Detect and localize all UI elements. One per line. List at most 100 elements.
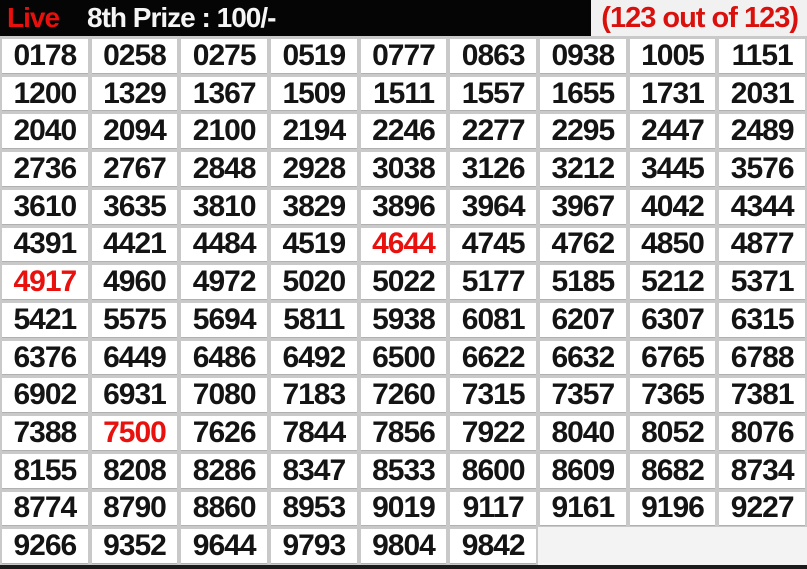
prize-number-cell: 2447 xyxy=(629,114,716,149)
prize-number-cell: 3810 xyxy=(181,189,267,224)
prize-number-cell: 5185 xyxy=(539,265,626,299)
prize-number-cell: 2100 xyxy=(181,114,267,149)
prize-number-cell: 9161 xyxy=(539,491,626,526)
prize-number-cell: 8790 xyxy=(91,491,178,526)
prize-number-cell: 8040 xyxy=(539,416,626,450)
header-bar: Live 8th Prize : 100/- (123 out of 123) xyxy=(0,0,807,36)
prize-number-cell: 7080 xyxy=(181,378,267,413)
prize-number-cell: 8286 xyxy=(181,453,267,488)
prize-number-cell: 8600 xyxy=(450,453,536,488)
prize-number-cell: 3445 xyxy=(629,152,716,186)
prize-number-cell: 0777 xyxy=(360,39,447,73)
prize-number-cell: 0178 xyxy=(2,39,88,73)
prize-number-cell: 2736 xyxy=(2,152,88,186)
prize-number-cell: 9117 xyxy=(450,491,536,526)
prize-number-cell: 7381 xyxy=(719,378,805,413)
prize-number-cell: 3212 xyxy=(539,152,626,186)
prize-number-cell: 3610 xyxy=(2,189,88,224)
prize-number-cell: 2040 xyxy=(2,114,88,149)
prize-number-cell: 8076 xyxy=(719,416,805,450)
prize-number-cell: 4762 xyxy=(539,227,626,262)
prize-title: 8th Prize : 100/- xyxy=(87,2,276,33)
prize-number-cell: 0519 xyxy=(270,39,357,73)
prize-number-cell: 4745 xyxy=(450,227,536,262)
prize-number-cell: 5020 xyxy=(270,265,357,299)
prize-number-cell: 2848 xyxy=(181,152,267,186)
prize-number-cell: 8347 xyxy=(270,453,357,488)
prize-number-cell: 9804 xyxy=(360,529,447,563)
prize-number-cell: 2928 xyxy=(270,152,357,186)
prize-number-cell: 8155 xyxy=(2,453,88,488)
prize-number-cell: 3896 xyxy=(360,189,447,224)
prize-number-cell: 3038 xyxy=(360,152,447,186)
live-indicator: Live xyxy=(7,2,60,33)
prize-number-cell: 0275 xyxy=(181,39,267,73)
prize-number-cell: 7844 xyxy=(270,416,357,450)
prize-number-cell: 0938 xyxy=(539,39,626,73)
prize-number-cell: 6500 xyxy=(360,340,447,375)
prize-number-cell: 9352 xyxy=(91,529,178,563)
prize-number-cell: 6207 xyxy=(539,303,626,337)
prize-number-cell: 6765 xyxy=(629,340,716,375)
prize-number-cell: 6081 xyxy=(450,303,536,337)
prize-number-cell: 8052 xyxy=(629,416,716,450)
prize-number-cell: 7626 xyxy=(181,416,267,450)
prize-number-cell: 6307 xyxy=(629,303,716,337)
prize-number-cell: 8682 xyxy=(629,453,716,488)
bottom-border xyxy=(0,565,807,569)
empty-grid-area xyxy=(537,527,807,565)
prize-number-cell: 4042 xyxy=(629,189,716,224)
prize-number-cell: 1200 xyxy=(2,76,88,111)
prize-number-cell: 3576 xyxy=(719,152,805,186)
prize-number-cell: 5938 xyxy=(360,303,447,337)
prize-number-cell: 9644 xyxy=(181,529,267,563)
prize-number-cell: 5022 xyxy=(360,265,447,299)
prize-number-cell: 7260 xyxy=(360,378,447,413)
prize-number-cell: 4421 xyxy=(91,227,178,262)
prize-number-cell: 1329 xyxy=(91,76,178,111)
prize-number-cell: 6622 xyxy=(450,340,536,375)
prize-number-cell: 3967 xyxy=(539,189,626,224)
prize-number-cell: 8774 xyxy=(2,491,88,526)
prize-number-cell: 2094 xyxy=(91,114,178,149)
prize-number-cell: 1005 xyxy=(629,39,716,73)
prize-number-cell: 1151 xyxy=(719,39,805,73)
prize-number-cell: 2194 xyxy=(270,114,357,149)
prize-number-cell: 5177 xyxy=(450,265,536,299)
prize-number-cell: 6492 xyxy=(270,340,357,375)
prize-number-cell: 7922 xyxy=(450,416,536,450)
prize-number-cell: 6931 xyxy=(91,378,178,413)
prize-number-cell: 5694 xyxy=(181,303,267,337)
prize-number-cell: 4484 xyxy=(181,227,267,262)
prize-number-cell: 3829 xyxy=(270,189,357,224)
prize-number-cell: 8533 xyxy=(360,453,447,488)
prize-number-cell: 1557 xyxy=(450,76,536,111)
prize-number-cell: 2031 xyxy=(719,76,805,111)
prize-number-cell: 9842 xyxy=(450,529,536,563)
prize-number-cell: 6788 xyxy=(719,340,805,375)
prize-number-cell: 4519 xyxy=(270,227,357,262)
prize-number-cell: 1731 xyxy=(629,76,716,111)
prize-number-cell: 8953 xyxy=(270,491,357,526)
prize-number-cell: 8208 xyxy=(91,453,178,488)
prize-number-cell: 1367 xyxy=(181,76,267,111)
prize-number-cell: 0863 xyxy=(450,39,536,73)
prize-number-cell: 7183 xyxy=(270,378,357,413)
prize-number-cell: 3964 xyxy=(450,189,536,224)
prize-number-cell: 9019 xyxy=(360,491,447,526)
numbers-grid: 0178 0258 0275 0519 0777 0863 0938 1005 1151 1200… xyxy=(0,36,807,565)
prize-number-cell: 7365 xyxy=(629,378,716,413)
prize-number-cell: 5212 xyxy=(629,265,716,299)
prize-number-cell: 6315 xyxy=(719,303,805,337)
prize-number-cell: 9227 xyxy=(719,491,805,526)
prize-number-cell: 7357 xyxy=(539,378,626,413)
prize-number-cell: 6376 xyxy=(2,340,88,375)
prize-number-cell: 0258 xyxy=(91,39,178,73)
prize-number-cell: 4850 xyxy=(629,227,716,262)
prize-number-cell: 4960 xyxy=(91,265,178,299)
prize-number-cell: 4391 xyxy=(2,227,88,262)
prize-number-cell: 2767 xyxy=(91,152,178,186)
prize-number-cell: 5575 xyxy=(91,303,178,337)
prize-number-cell: 9793 xyxy=(270,529,357,563)
prize-number-cell: 4877 xyxy=(719,227,805,262)
